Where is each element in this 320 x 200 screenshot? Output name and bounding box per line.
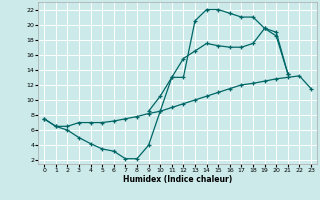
X-axis label: Humidex (Indice chaleur): Humidex (Indice chaleur) xyxy=(123,175,232,184)
